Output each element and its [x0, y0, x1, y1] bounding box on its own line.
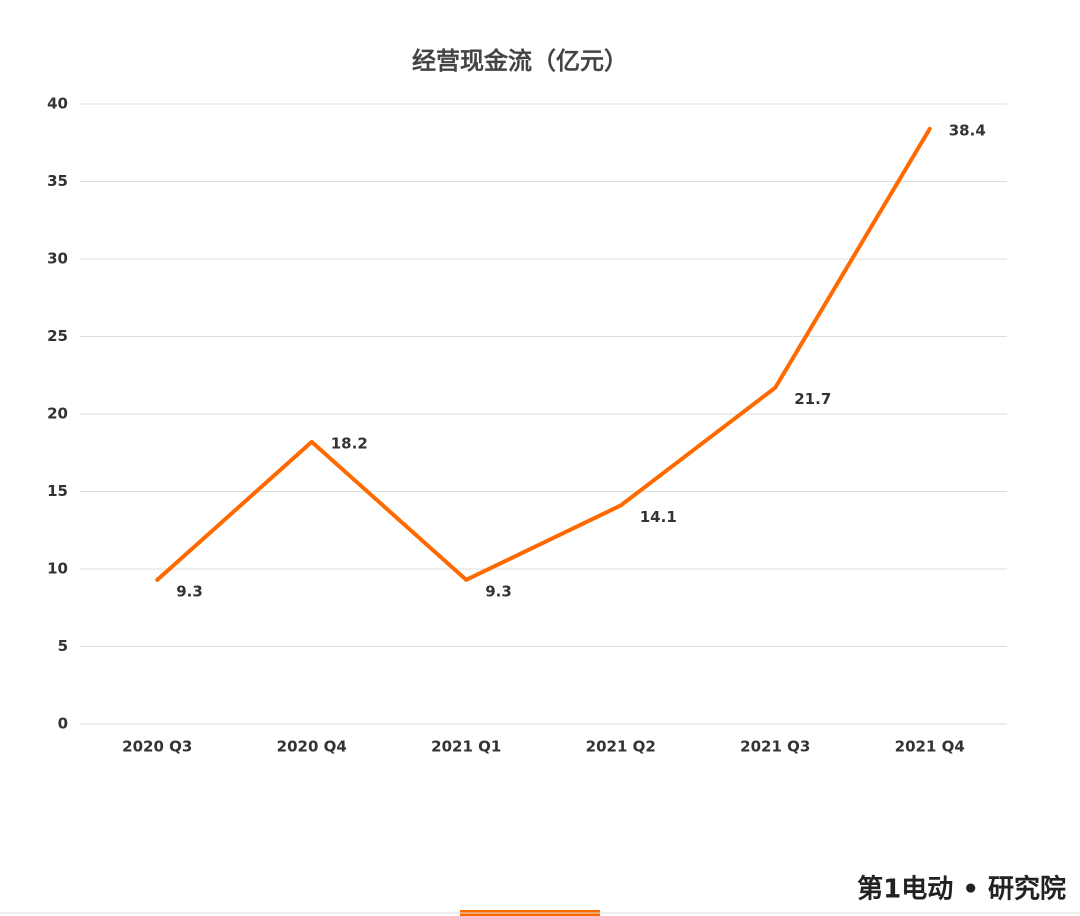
footer-brand: 第1电动 • 研究院	[857, 874, 1066, 905]
x-tick-label: 2021 Q1	[431, 738, 501, 756]
chart-title: 经营现金流（亿元）	[412, 47, 628, 75]
data-label: 38.4	[949, 121, 986, 139]
y-tick-label: 10	[47, 560, 68, 578]
y-tick-label: 30	[47, 250, 68, 268]
y-tick-label: 15	[47, 482, 68, 500]
x-tick-label: 2020 Q4	[277, 738, 347, 756]
data-label: 18.2	[331, 434, 368, 452]
data-label: 9.3	[485, 582, 512, 600]
y-tick-label: 25	[47, 327, 68, 345]
line-series	[155, 126, 932, 582]
y-tick-label: 5	[58, 637, 68, 655]
data-label: 9.3	[176, 582, 203, 600]
data-label: 14.1	[640, 508, 677, 526]
x-tick-label: 2021 Q4	[895, 738, 965, 756]
y-tick-label: 20	[47, 405, 68, 423]
x-tick-label: 2021 Q2	[586, 738, 656, 756]
x-tick-label: 2020 Q3	[122, 738, 192, 756]
y-tick-label: 0	[58, 715, 68, 733]
y-tick-label: 40	[47, 95, 68, 113]
y-tick-label: 35	[47, 172, 68, 190]
x-tick-label: 2021 Q3	[740, 738, 810, 756]
data-label: 21.7	[794, 390, 831, 408]
